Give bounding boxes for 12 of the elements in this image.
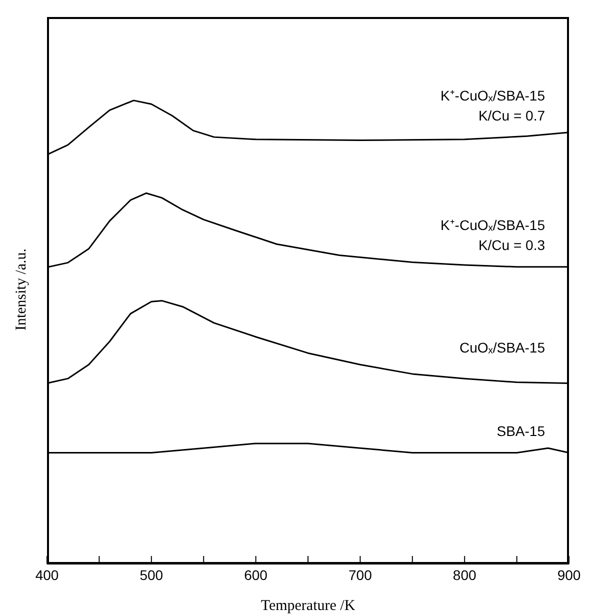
x-tick-label: 800 <box>452 566 476 583</box>
x-tick-label: 400 <box>35 566 59 583</box>
x-tick-label: 500 <box>140 566 164 583</box>
series-label: SBA-15 <box>496 423 546 440</box>
x-tick-label: 900 <box>557 566 581 583</box>
series-label: CuOₓ/SBA-15 <box>459 340 546 356</box>
series-label: K⁺-CuOₓ/SBA-15 K/Cu = 0.7 <box>440 87 546 124</box>
x-tick-label: 600 <box>244 566 268 583</box>
series-label: K⁺-CuOₓ/SBA-15 K/Cu = 0.3 <box>440 217 546 254</box>
y-axis-title: Intensity /a.u. <box>14 246 30 332</box>
x-axis-title: Temperature /K <box>260 598 356 614</box>
x-tick-label: 700 <box>348 566 372 583</box>
